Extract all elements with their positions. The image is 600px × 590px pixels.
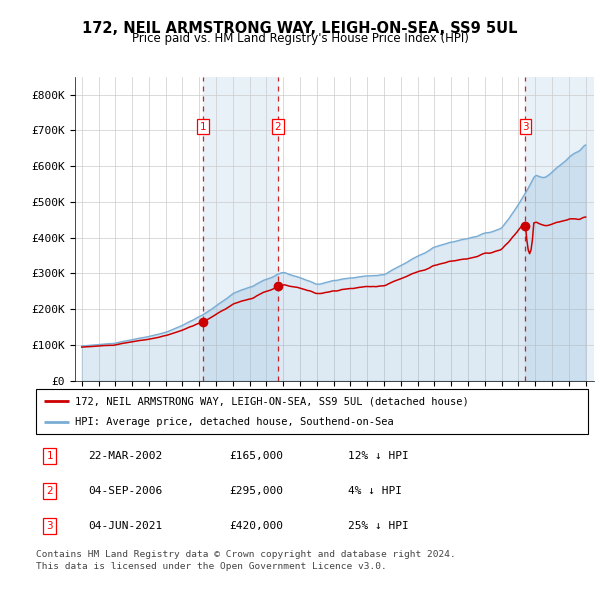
Bar xyxy=(203,77,278,381)
Text: 22-MAR-2002: 22-MAR-2002 xyxy=(88,451,163,461)
Text: Price paid vs. HM Land Registry's House Price Index (HPI): Price paid vs. HM Land Registry's House … xyxy=(131,32,469,45)
Text: 3: 3 xyxy=(46,521,53,531)
Text: 12% ↓ HPI: 12% ↓ HPI xyxy=(348,451,409,461)
Text: 3: 3 xyxy=(522,122,529,132)
Text: £420,000: £420,000 xyxy=(229,521,283,531)
Text: 04-SEP-2006: 04-SEP-2006 xyxy=(88,486,163,496)
Text: HPI: Average price, detached house, Southend-on-Sea: HPI: Average price, detached house, Sout… xyxy=(74,417,394,427)
Text: 04-JUN-2021: 04-JUN-2021 xyxy=(88,521,163,531)
Bar xyxy=(526,77,594,381)
Text: 2: 2 xyxy=(46,486,53,496)
Text: 4% ↓ HPI: 4% ↓ HPI xyxy=(348,486,402,496)
Text: £295,000: £295,000 xyxy=(229,486,283,496)
Text: 172, NEIL ARMSTRONG WAY, LEIGH-ON-SEA, SS9 5UL: 172, NEIL ARMSTRONG WAY, LEIGH-ON-SEA, S… xyxy=(82,21,518,35)
Text: 1: 1 xyxy=(200,122,206,132)
Text: £165,000: £165,000 xyxy=(229,451,283,461)
Text: This data is licensed under the Open Government Licence v3.0.: This data is licensed under the Open Gov… xyxy=(36,562,387,571)
Text: 172, NEIL ARMSTRONG WAY, LEIGH-ON-SEA, SS9 5UL (detached house): 172, NEIL ARMSTRONG WAY, LEIGH-ON-SEA, S… xyxy=(74,396,469,407)
Text: 25% ↓ HPI: 25% ↓ HPI xyxy=(348,521,409,531)
Text: Contains HM Land Registry data © Crown copyright and database right 2024.: Contains HM Land Registry data © Crown c… xyxy=(36,550,456,559)
Text: 1: 1 xyxy=(46,451,53,461)
Text: 2: 2 xyxy=(274,122,281,132)
